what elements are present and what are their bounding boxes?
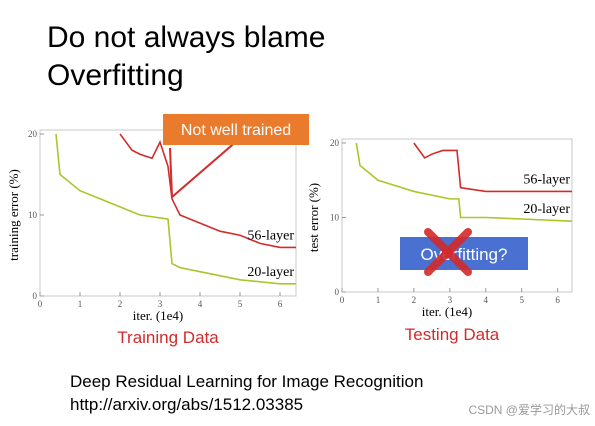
caption: Testing Data — [405, 325, 500, 344]
arrow — [169, 147, 173, 198]
series-line — [355, 142, 573, 223]
y-axis-label: training error (%) — [6, 169, 21, 261]
x-axis-label: iter. (1e4) — [133, 308, 184, 323]
title-line: Do not always blame — [47, 21, 325, 54]
series-label: 56-layer — [523, 172, 570, 187]
x-tick-label: 3 — [448, 295, 453, 305]
x-tick-label: 5 — [519, 295, 524, 305]
x-axis-label: iter. (1e4) — [422, 304, 473, 319]
series-line — [413, 142, 572, 193]
y-tick-label: 20 — [28, 129, 38, 139]
x-tick-label: 2 — [412, 295, 417, 305]
y-tick-label: 20 — [330, 138, 340, 148]
series-line — [55, 133, 296, 285]
y-tick-label: 0 — [33, 291, 38, 301]
x-tick-label: 0 — [38, 299, 43, 309]
annotation-not-well-trained: Not well trained — [163, 114, 309, 198]
series-label: 20-layer — [247, 265, 294, 280]
annotation-box — [163, 114, 309, 145]
x-tick-label: 3 — [158, 299, 163, 309]
reference: http://arxiv.org/abs/1512.03385 — [70, 395, 303, 414]
x-tick-label: 6 — [278, 299, 283, 309]
annotation: Not well trained — [181, 122, 291, 139]
x-tick-label: 5 — [238, 299, 243, 309]
cross — [424, 228, 472, 276]
plot-frame — [341, 138, 573, 293]
series-line — [119, 133, 296, 249]
x-tick-label: 4 — [198, 299, 203, 309]
caption: Training Data — [117, 328, 219, 347]
watermark: CSDN @爱学习的大叔 — [468, 402, 590, 417]
y-tick-label: 10 — [330, 213, 340, 223]
y-tick-label: 0 — [335, 287, 340, 297]
y-tick-label: 10 — [28, 210, 38, 220]
reference: Deep Residual Learning for Image Recogni… — [70, 372, 423, 391]
series-label: 56-layer — [247, 228, 294, 243]
annotation-overfitting: Overfitting? — [400, 228, 528, 276]
x-tick-label: 6 — [555, 295, 560, 305]
series-label: 20-layer — [523, 202, 570, 217]
arrow — [171, 139, 239, 198]
x-tick-label: 4 — [484, 295, 489, 305]
x-tick-label: 1 — [376, 295, 381, 305]
y-axis-label: test error (%) — [306, 183, 321, 252]
title-line: Overfitting — [47, 59, 184, 92]
x-tick-label: 2 — [118, 299, 123, 309]
x-tick-label: 0 — [340, 295, 345, 305]
x-tick-label: 1 — [78, 299, 83, 309]
